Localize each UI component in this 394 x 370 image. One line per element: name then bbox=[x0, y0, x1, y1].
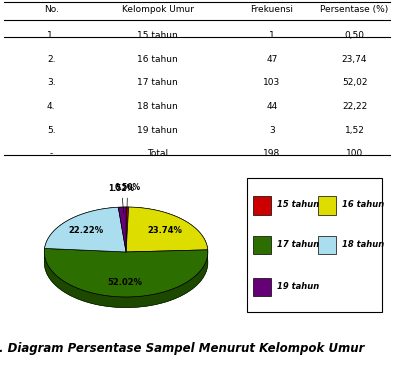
Text: 198: 198 bbox=[263, 149, 281, 158]
Text: 1,52: 1,52 bbox=[345, 126, 364, 135]
Text: 47: 47 bbox=[266, 55, 277, 64]
Text: Kelompok Umur: Kelompok Umur bbox=[122, 5, 193, 14]
Text: 3.: 3. bbox=[47, 78, 56, 87]
Bar bbox=[253, 236, 271, 254]
Text: 0.50%: 0.50% bbox=[115, 184, 141, 213]
Polygon shape bbox=[126, 207, 129, 218]
Text: 16 tahun: 16 tahun bbox=[137, 55, 178, 64]
FancyBboxPatch shape bbox=[247, 178, 382, 312]
Text: 19 tahun: 19 tahun bbox=[277, 282, 319, 291]
Polygon shape bbox=[129, 207, 208, 260]
Text: 15 tahun: 15 tahun bbox=[137, 31, 178, 40]
Text: 22,22: 22,22 bbox=[342, 102, 367, 111]
Polygon shape bbox=[118, 207, 126, 218]
Polygon shape bbox=[45, 207, 126, 252]
Bar bbox=[253, 278, 271, 296]
Text: -: - bbox=[50, 149, 53, 158]
Polygon shape bbox=[118, 207, 126, 252]
Text: 103: 103 bbox=[263, 78, 281, 87]
Text: Frekuensi: Frekuensi bbox=[250, 5, 294, 14]
Text: 16 tahun: 16 tahun bbox=[342, 200, 385, 209]
Text: Gambar 3. Diagram Persentase Sampel Menurut Kelompok Umur: Gambar 3. Diagram Persentase Sampel Menu… bbox=[0, 342, 364, 355]
Text: 23.74%: 23.74% bbox=[148, 226, 182, 235]
Text: 19 tahun: 19 tahun bbox=[137, 126, 178, 135]
Text: 0,50: 0,50 bbox=[345, 31, 364, 40]
Text: 23,74: 23,74 bbox=[342, 55, 367, 64]
Bar bbox=[253, 196, 271, 215]
Text: No.: No. bbox=[44, 5, 59, 14]
Text: 17 tahun: 17 tahun bbox=[137, 78, 178, 87]
Polygon shape bbox=[44, 248, 208, 297]
Text: 52.02%: 52.02% bbox=[108, 278, 143, 287]
Text: 17 tahun: 17 tahun bbox=[277, 240, 319, 249]
Text: 18 tahun: 18 tahun bbox=[342, 240, 385, 249]
Text: 15 tahun: 15 tahun bbox=[277, 200, 319, 209]
Bar bbox=[318, 236, 336, 254]
Bar bbox=[318, 196, 336, 215]
Text: 52,02: 52,02 bbox=[342, 78, 367, 87]
Text: 3: 3 bbox=[269, 126, 275, 135]
Text: 1: 1 bbox=[269, 31, 275, 40]
Polygon shape bbox=[126, 207, 129, 252]
Polygon shape bbox=[45, 248, 208, 307]
Polygon shape bbox=[45, 207, 118, 259]
Text: 4.: 4. bbox=[47, 102, 56, 111]
Text: 2.: 2. bbox=[47, 55, 56, 64]
Text: 1.: 1. bbox=[47, 31, 56, 40]
Text: Total: Total bbox=[147, 149, 168, 158]
Polygon shape bbox=[126, 207, 208, 252]
Text: Persentase (%): Persentase (%) bbox=[320, 5, 389, 14]
Text: 5.: 5. bbox=[47, 126, 56, 135]
Text: 44: 44 bbox=[266, 102, 277, 111]
Text: 18 tahun: 18 tahun bbox=[137, 102, 178, 111]
Text: 22.22%: 22.22% bbox=[69, 226, 104, 235]
Text: 1.52%: 1.52% bbox=[108, 184, 135, 213]
Text: 100: 100 bbox=[346, 149, 363, 158]
Ellipse shape bbox=[44, 218, 208, 307]
